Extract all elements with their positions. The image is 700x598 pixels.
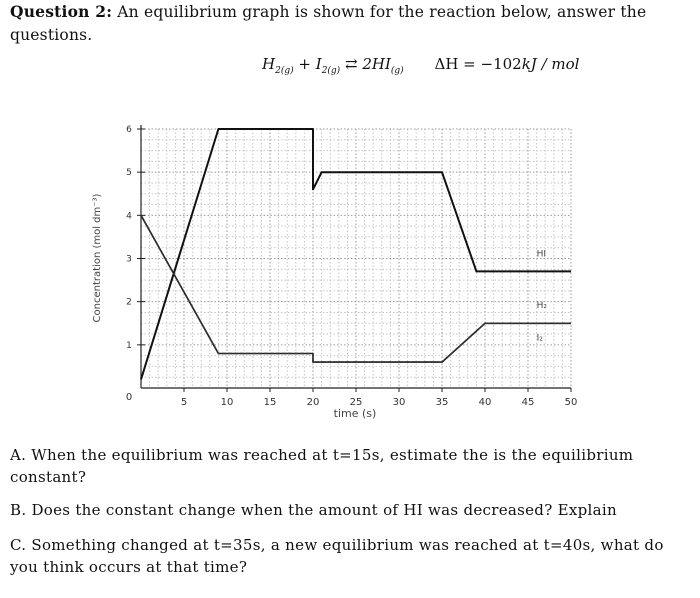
y-axis-label: Concentration (mol dm⁻³) xyxy=(92,193,103,322)
equilibrium-arrow-icon: ⇄ xyxy=(344,55,358,73)
question-number: Question 2: xyxy=(10,2,113,21)
reaction-equation: H2(g) + I2(g) ⇄ 2HI(g) ΔH = −102kJ / mol xyxy=(262,55,579,76)
x-tick-label: 0 xyxy=(126,392,132,403)
y-tick-label: 4 xyxy=(126,211,132,221)
x-tick-label: 5 xyxy=(181,397,187,408)
series-label: H₂ xyxy=(537,301,548,311)
question-prompt: An equilibrium graph is shown for the re… xyxy=(10,3,647,44)
x-tick-label: 25 xyxy=(350,397,363,408)
chart-series-labels: HI H₂ I₂ xyxy=(537,249,548,343)
y-tick-label: 3 xyxy=(126,255,132,265)
series-label: I₂ xyxy=(537,334,544,344)
question-part-c: C. Something changed at t=35s, a new equ… xyxy=(10,536,664,576)
reactant-h2: H2(g) xyxy=(262,55,294,76)
y-tick-label: 6 xyxy=(126,125,132,135)
plus-sign: + xyxy=(298,55,311,73)
enthalpy-change: ΔH = −102kJ / mol xyxy=(434,55,580,73)
question-part-a: A. When the equilibrium was reached at t… xyxy=(10,446,634,486)
x-tick-label: 20 xyxy=(307,397,320,408)
x-tick-label: 10 xyxy=(221,397,234,408)
x-tick-label: 30 xyxy=(393,397,406,408)
series-line-i2 xyxy=(140,214,571,363)
x-tick-label: 15 xyxy=(264,397,277,408)
product-hi: 2HI(g) xyxy=(362,55,404,76)
chart-series xyxy=(140,128,571,380)
x-axis-label: time (s) xyxy=(334,407,377,420)
reactant-i2: I2(g) xyxy=(315,55,341,76)
y-tick-label: 2 xyxy=(126,298,132,308)
x-tick-label: 35 xyxy=(436,397,449,408)
series-line-hi xyxy=(140,128,571,380)
x-tick-label: 45 xyxy=(522,397,535,408)
series-label: HI xyxy=(537,249,546,259)
x-tick-label: 50 xyxy=(565,397,578,408)
y-tick-label: 1 xyxy=(126,341,132,351)
question-part-b: B. Does the constant change when the amo… xyxy=(10,501,617,519)
y-tick-label: 5 xyxy=(126,168,132,178)
x-tick-label: 40 xyxy=(479,397,492,408)
question-heading: Question 2: An equilibrium graph is show… xyxy=(10,0,690,47)
